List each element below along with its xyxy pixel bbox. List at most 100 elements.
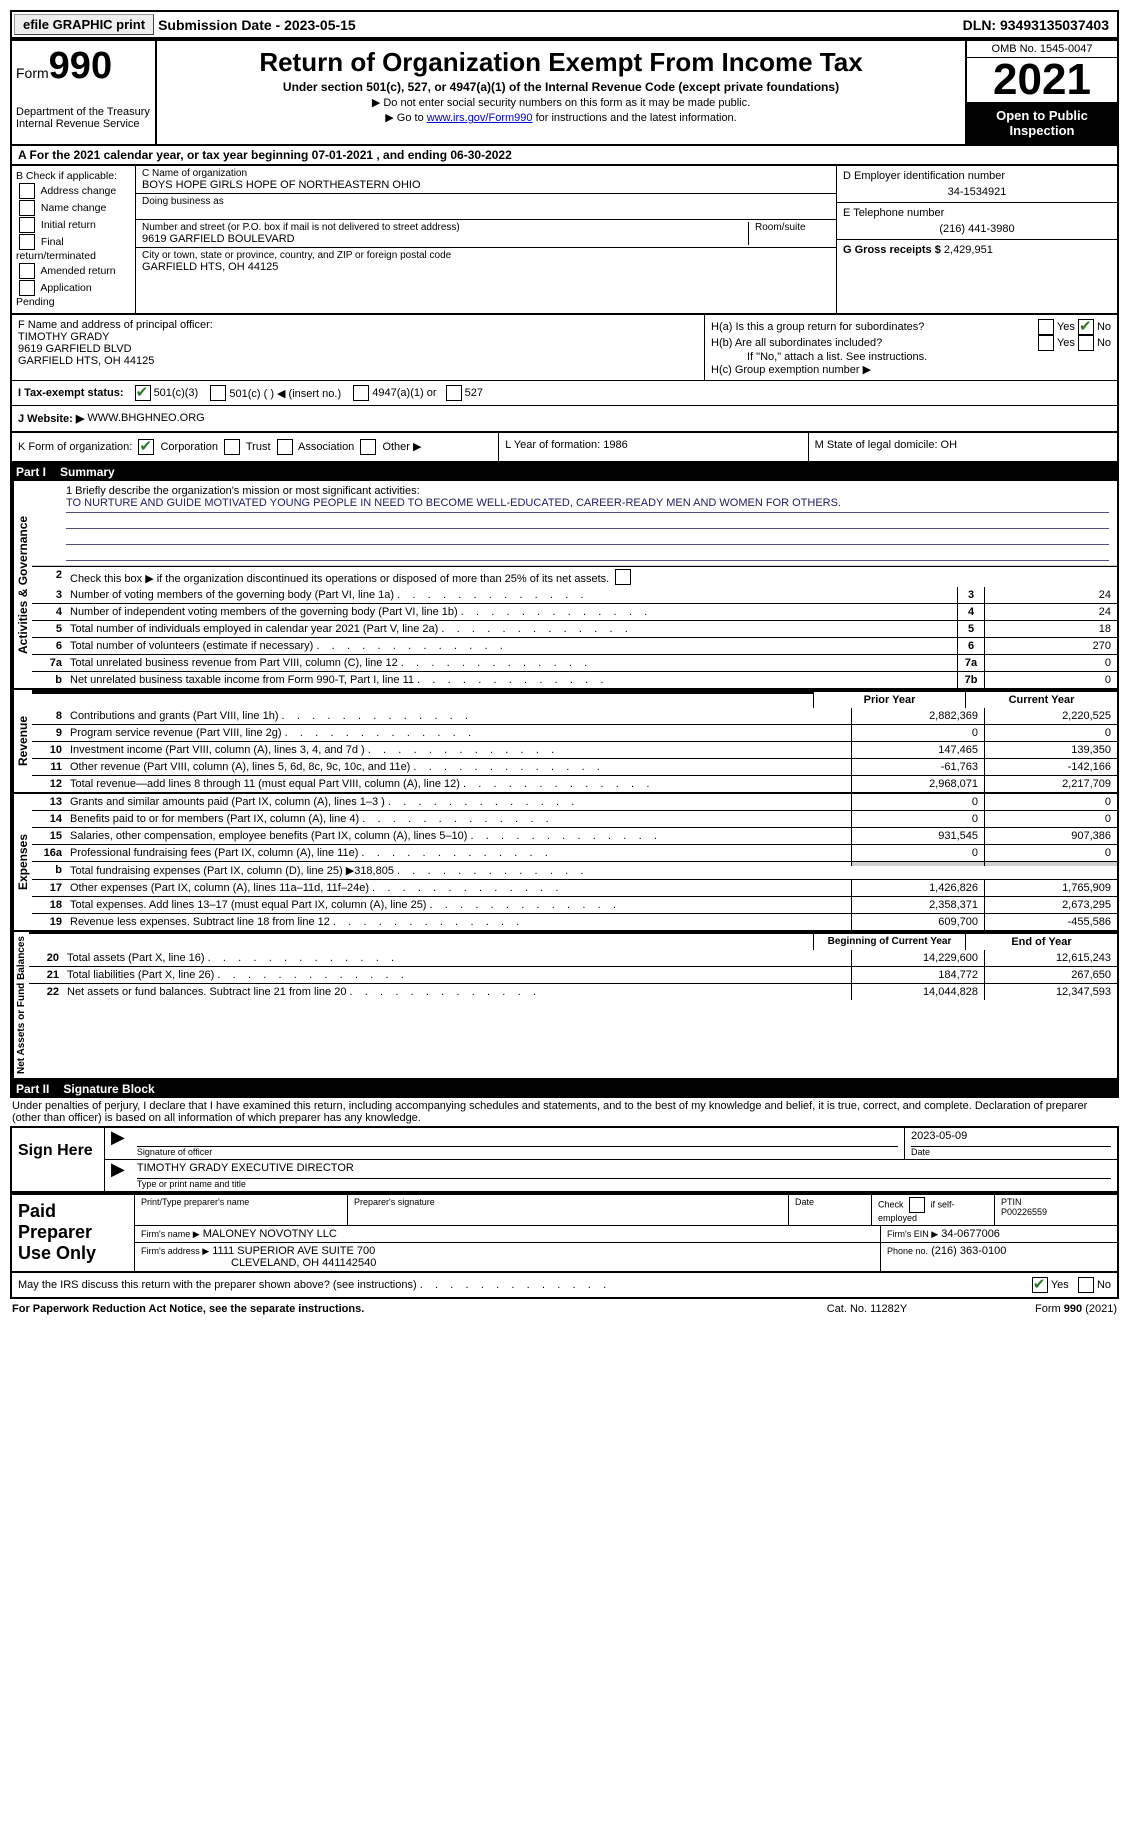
cb-trust[interactable] — [224, 439, 240, 455]
current-value: 0 — [984, 725, 1117, 741]
name-label: C Name of organization — [142, 168, 830, 179]
cb-app-pending[interactable]: Application Pending — [16, 280, 131, 308]
line-desc: Benefits paid to or for members (Part IX… — [66, 811, 851, 827]
cb-discontinued[interactable] — [615, 569, 631, 585]
line-desc: Net unrelated business taxable income fr… — [66, 672, 957, 688]
netassets-section: Net Assets or Fund Balances Beginning of… — [10, 932, 1119, 1080]
cb-assoc[interactable] — [277, 439, 293, 455]
cb-amended[interactable]: Amended return — [16, 263, 131, 279]
prior-value — [851, 862, 984, 866]
form-word: Form — [16, 65, 49, 81]
column-c: C Name of organization BOYS HOPE GIRLS H… — [136, 166, 836, 313]
note-ssn: ▶ Do not enter social security numbers o… — [163, 96, 959, 109]
current-value: 267,650 — [984, 967, 1117, 983]
cb-corp[interactable] — [138, 439, 154, 455]
line-desc: Professional fundraising fees (Part IX, … — [66, 845, 851, 861]
prior-value: 931,545 — [851, 828, 984, 844]
hb-note: If "No," attach a list. See instructions… — [711, 351, 1111, 363]
line-desc: Other expenses (Part IX, column (A), lin… — [66, 880, 851, 896]
col-current: Current Year — [965, 692, 1117, 708]
irs-link[interactable]: www.irs.gov/Form990 — [427, 112, 533, 124]
discuss-yes[interactable] — [1032, 1277, 1048, 1293]
prior-value: 0 — [851, 811, 984, 827]
sig-name-label: Type or print name and title — [137, 1179, 1111, 1189]
row-f-h: F Name and address of principal officer:… — [10, 315, 1119, 381]
mission-text: TO NURTURE AND GUIDE MOTIVATED YOUNG PEO… — [66, 497, 1109, 513]
discuss-q: May the IRS discuss this return with the… — [18, 1279, 1029, 1291]
line-desc: Investment income (Part VIII, column (A)… — [66, 742, 851, 758]
cb-initial-return[interactable]: Initial return — [16, 217, 131, 233]
header-middle: Return of Organization Exempt From Incom… — [157, 41, 965, 144]
form-title: Return of Organization Exempt From Incom… — [163, 47, 959, 78]
officer-addr: 9619 GARFIELD BLVD — [18, 343, 698, 355]
org-name: BOYS HOPE GIRLS HOPE OF NORTHEASTERN OHI… — [142, 179, 830, 191]
current-value — [984, 862, 1117, 866]
cb-address-change[interactable]: Address change — [16, 183, 131, 199]
cb-4947[interactable] — [353, 385, 369, 401]
open-inspection: Open to Public Inspection — [967, 102, 1117, 144]
ptin-value: P00226559 — [1001, 1207, 1111, 1217]
hb-no[interactable] — [1078, 335, 1094, 351]
header-right: OMB No. 1545-0047 2021 Open to Public In… — [965, 41, 1117, 144]
cb-other[interactable] — [360, 439, 376, 455]
hb-yes[interactable] — [1038, 335, 1054, 351]
sig-name: TIMOTHY GRADY EXECUTIVE DIRECTOR — [137, 1162, 1111, 1179]
vlabel-net: Net Assets or Fund Balances — [12, 932, 29, 1078]
line-desc: Revenue less expenses. Subtract line 18 … — [66, 914, 851, 930]
part2-title: Signature Block — [63, 1082, 154, 1096]
ein-label: D Employer identification number — [843, 170, 1111, 182]
line-value: 270 — [985, 638, 1117, 654]
org-address: 9619 GARFIELD BOULEVARD — [142, 233, 742, 245]
dba-label: Doing business as — [142, 196, 830, 207]
k-label: K Form of organization: — [18, 441, 132, 453]
cb-527[interactable] — [446, 385, 462, 401]
line2-desc: Check this box ▶ if the organization dis… — [66, 567, 1117, 587]
form-header: Form990 Department of the Treasury Inter… — [10, 39, 1119, 146]
org-city: GARFIELD HTS, OH 44125 — [142, 261, 830, 273]
status-label: I Tax-exempt status: — [18, 387, 124, 399]
current-value: 1,765,909 — [984, 880, 1117, 896]
top-bar: efile GRAPHIC print Submission Date - 20… — [10, 10, 1119, 39]
cb-self-employed[interactable] — [909, 1197, 925, 1213]
discuss-row: May the IRS discuss this return with the… — [10, 1273, 1119, 1299]
prep-sig-label: Preparer's signature — [348, 1195, 789, 1225]
prior-value: 0 — [851, 845, 984, 861]
current-value: 2,673,295 — [984, 897, 1117, 913]
part1-header: Part I Summary — [10, 463, 1119, 481]
part2-label: Part II — [16, 1082, 49, 1096]
hb-label: H(b) Are all subordinates included? — [711, 337, 1035, 349]
gross-label: G Gross receipts $ — [843, 244, 941, 256]
current-value: 0 — [984, 811, 1117, 827]
current-value: 0 — [984, 845, 1117, 861]
cb-501c3[interactable] — [135, 385, 151, 401]
current-value: -455,586 — [984, 914, 1117, 930]
line-desc: Salaries, other compensation, employee b… — [66, 828, 851, 844]
col-prior: Prior Year — [813, 692, 965, 708]
footer-left: For Paperwork Reduction Act Notice, see … — [12, 1303, 767, 1315]
cb-name-change[interactable]: Name change — [16, 200, 131, 216]
section-a-period: A For the 2021 calendar year, or tax yea… — [10, 146, 1119, 166]
part1-label: Part I — [16, 465, 46, 479]
efile-print-button[interactable]: efile GRAPHIC print — [14, 14, 154, 35]
prior-value: 14,044,828 — [851, 984, 984, 1000]
cb-501c-other[interactable] — [210, 385, 226, 401]
prior-value: 1,426,826 — [851, 880, 984, 896]
line-desc: Net assets or fund balances. Subtract li… — [63, 984, 851, 1000]
year-formation: L Year of formation: 1986 — [499, 433, 808, 461]
line-value: 24 — [985, 587, 1117, 603]
line-value: 18 — [985, 621, 1117, 637]
firm-addr: 1111 SUPERIOR AVE SUITE 700 — [212, 1245, 375, 1257]
vlabel-expenses: Expenses — [12, 794, 32, 930]
ha-no[interactable] — [1078, 319, 1094, 335]
ha-yes[interactable] — [1038, 319, 1054, 335]
ha-label: H(a) Is this a group return for subordin… — [711, 321, 1035, 333]
discuss-no[interactable] — [1078, 1277, 1094, 1293]
prior-value: 147,465 — [851, 742, 984, 758]
arrow-icon: ▶ — [105, 1128, 131, 1159]
officer-name: TIMOTHY GRADY — [18, 331, 698, 343]
revenue-section: Revenue Prior YearCurrent Year 8Contribu… — [10, 690, 1119, 794]
submission-date: Submission Date - 2023-05-15 — [158, 17, 356, 33]
part2-header: Part II Signature Block — [10, 1080, 1119, 1098]
cb-final-return[interactable]: Final return/terminated — [16, 234, 131, 262]
line-desc: Program service revenue (Part VIII, line… — [66, 725, 851, 741]
